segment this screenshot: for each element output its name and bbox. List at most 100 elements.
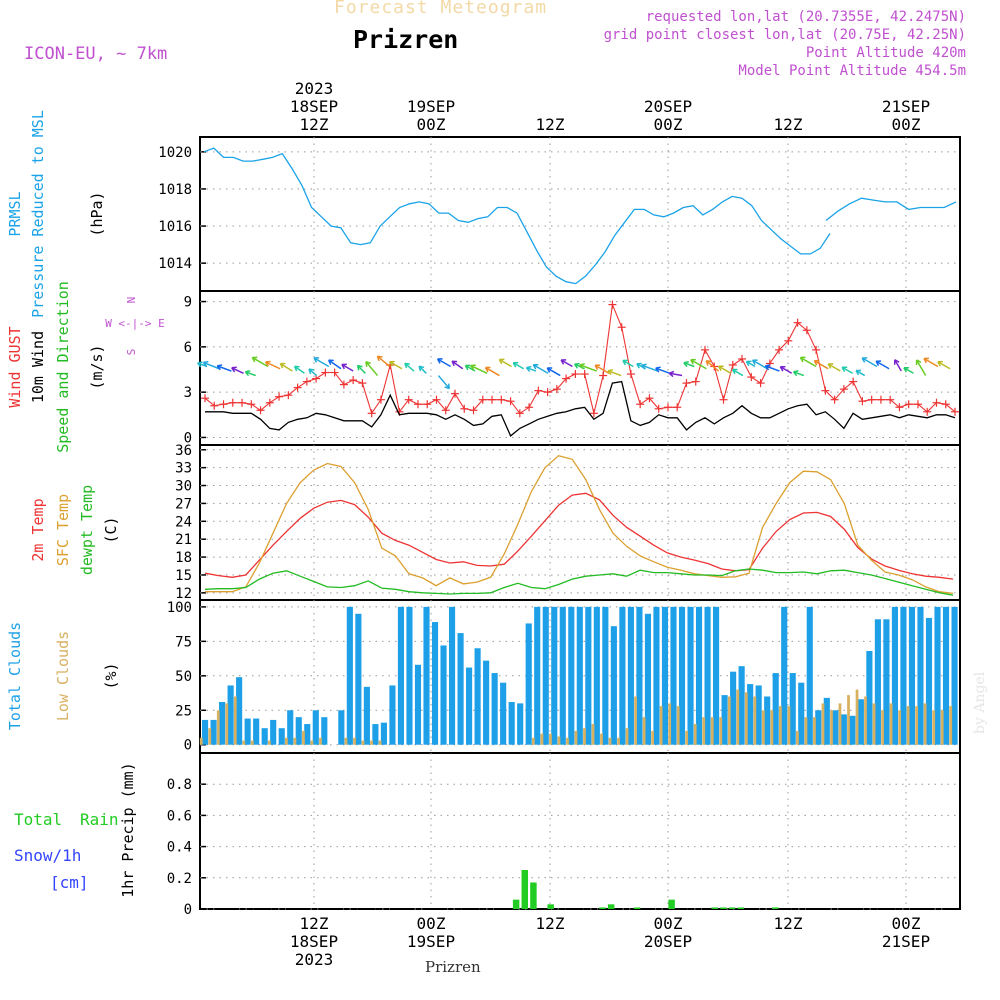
low-cloud-bar <box>676 706 680 745</box>
wind-arrow <box>855 369 866 377</box>
rain-bar <box>530 882 537 909</box>
wind-arrow <box>484 366 500 377</box>
low-cloud-bar <box>932 710 936 745</box>
total-cloud-bar <box>542 606 549 745</box>
gust-point <box>728 360 737 369</box>
label-rain: Rain <box>80 810 119 829</box>
wind-arrow-shaft <box>903 367 914 374</box>
wind-arrow <box>655 366 671 374</box>
total-cloud-bar <box>431 622 439 745</box>
wind-arrow-shaft <box>308 368 318 377</box>
wind-arrow-shaft <box>690 359 707 370</box>
y-tick-label: 30 <box>175 479 192 495</box>
top-time-label: 00Z <box>654 115 683 134</box>
total-cloud-bar <box>491 673 498 745</box>
wind-arrow <box>607 369 622 377</box>
total-cloud-bar <box>525 623 532 745</box>
wind-arrow-shaft <box>732 368 744 377</box>
wind-arrow-shaft <box>780 366 793 374</box>
total-cloud-bar <box>619 606 626 745</box>
label-10m-wind: 10m Wind <box>29 331 47 403</box>
wind-arrow-shaft <box>470 364 488 374</box>
total-cloud-bar <box>372 724 379 745</box>
y-tick-label: 0 <box>184 430 192 446</box>
low-cloud-bar <box>293 737 297 745</box>
total-cloud-bar <box>772 673 779 745</box>
wind-arrow <box>437 375 451 390</box>
gust-point <box>617 323 626 332</box>
low-cloud-bar <box>208 728 212 745</box>
gust-point <box>941 400 950 409</box>
gust-point <box>238 398 247 407</box>
wind-arrow <box>641 363 658 372</box>
bottom-time-label: 20SEP <box>644 932 692 951</box>
wind-arrow-head <box>498 358 505 365</box>
low-cloud-bar <box>744 692 748 745</box>
gust-point <box>562 374 571 383</box>
wind-arrow <box>622 359 634 368</box>
wind-arrow-head <box>841 366 848 373</box>
total-cloud-bar <box>806 606 813 745</box>
total-cloud-bar <box>653 606 660 745</box>
wind-arrow <box>546 367 561 377</box>
y-tick-label: 100 <box>167 600 192 616</box>
total-cloud-bar <box>747 684 754 745</box>
wind-arrow <box>813 359 829 370</box>
low-cloud-bar <box>915 706 919 745</box>
label-celsius: (C) <box>102 516 120 543</box>
wind-arrow-shaft <box>231 367 244 374</box>
gust-point <box>358 379 367 388</box>
total-cloud-bar <box>908 606 916 745</box>
wind-arrow-shaft <box>875 360 890 370</box>
low-cloud-bar <box>719 717 723 745</box>
total-cloud-bar <box>585 606 592 745</box>
wind-arrow-head <box>216 364 223 371</box>
total-cloud-bar <box>278 728 285 745</box>
wind-arrow-shaft <box>594 364 610 374</box>
gust-point <box>645 394 654 403</box>
sfc-temp-line <box>205 454 954 595</box>
total-cloud-bar <box>942 606 950 745</box>
wind-arrow <box>560 359 573 368</box>
total-cloud-bar <box>704 606 711 745</box>
low-cloud-bar <box>250 740 254 745</box>
wind-arrow <box>264 360 281 370</box>
gust-point <box>293 383 302 392</box>
panel-3 <box>199 444 961 601</box>
gust-point <box>793 318 802 327</box>
bottom-time-label: 21SEP <box>882 932 930 951</box>
top-time-label: 12Z <box>774 115 803 134</box>
gust-point <box>589 409 598 418</box>
wind-arrow <box>683 361 695 368</box>
total-cloud-bar <box>576 606 583 745</box>
wind-arrow-head <box>231 366 237 373</box>
wind-arrow-shaft <box>800 356 817 368</box>
rain-bar <box>607 904 615 909</box>
gust-point <box>460 404 469 413</box>
wind-arrow <box>498 358 512 368</box>
low-cloud-bar <box>710 717 714 745</box>
wind-arrow-head <box>813 359 820 366</box>
wind-arrow-shaft <box>746 360 756 368</box>
wind-arrow-head <box>705 359 712 366</box>
y-tick-label: 75 <box>175 634 192 650</box>
panel-2 <box>199 290 961 446</box>
total-cloud-bar <box>661 606 669 745</box>
wind-arrow-head <box>376 355 383 362</box>
gust-point <box>497 395 506 404</box>
low-cloud-bar <box>736 689 740 745</box>
label-hpa: (hPa) <box>88 191 106 236</box>
wind-arrow <box>861 357 878 368</box>
gust-point <box>701 345 709 354</box>
gust-point <box>691 377 700 386</box>
point-altitude: Point Altitude 420m <box>805 45 966 61</box>
wind-arrow <box>532 363 549 374</box>
wind-arrow-shaft <box>546 367 561 377</box>
wind-arrow-shaft <box>718 365 732 374</box>
wind-arrow <box>389 360 403 370</box>
low-cloud-bar <box>923 703 927 745</box>
low-cloud-bar <box>702 717 706 745</box>
wind-arrow-head <box>779 365 786 372</box>
wind-arrow-shaft <box>526 366 537 372</box>
wind-arrow <box>216 364 232 372</box>
